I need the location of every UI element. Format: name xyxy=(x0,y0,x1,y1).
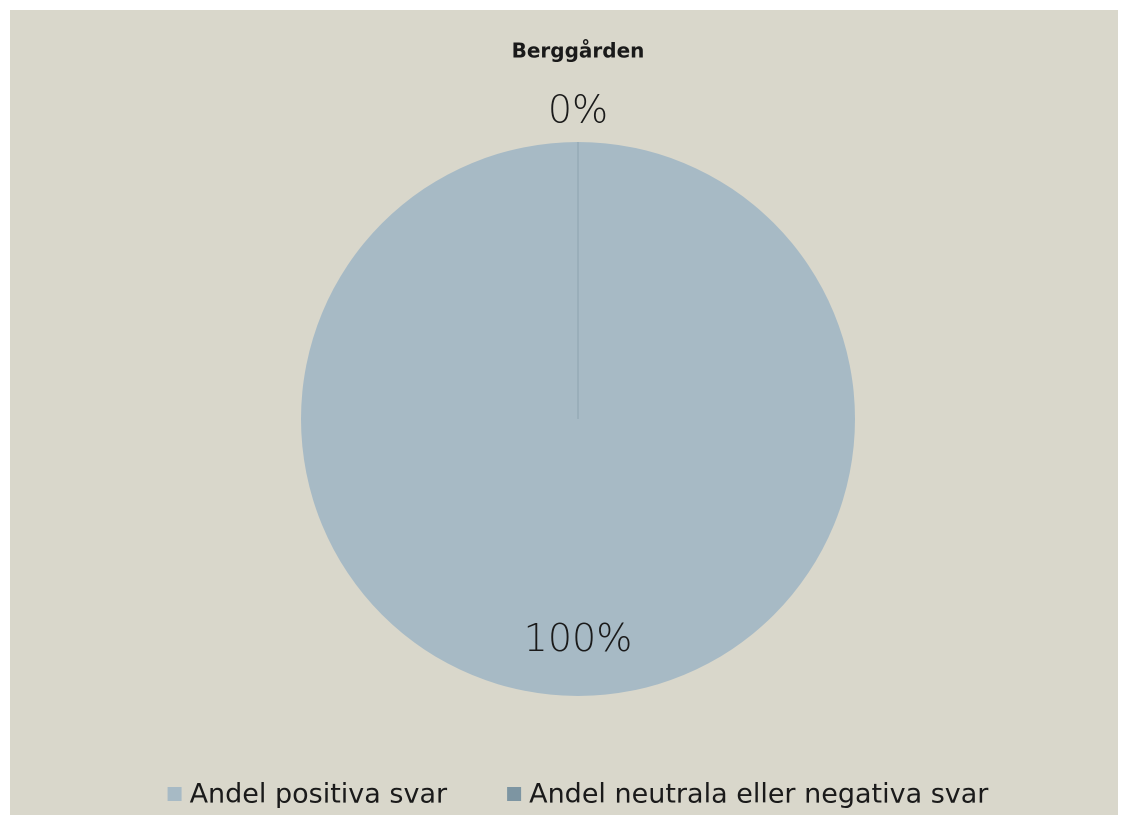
chart-title: Berggården xyxy=(512,39,645,63)
legend-label: Andel positiva svar xyxy=(190,779,448,810)
data-label: 100% xyxy=(524,616,633,660)
data-label: 0% xyxy=(548,88,608,132)
legend-label: Andel neutrala eller negativa svar xyxy=(529,779,989,810)
legend-swatch xyxy=(167,787,182,801)
legend-swatch xyxy=(507,787,522,801)
